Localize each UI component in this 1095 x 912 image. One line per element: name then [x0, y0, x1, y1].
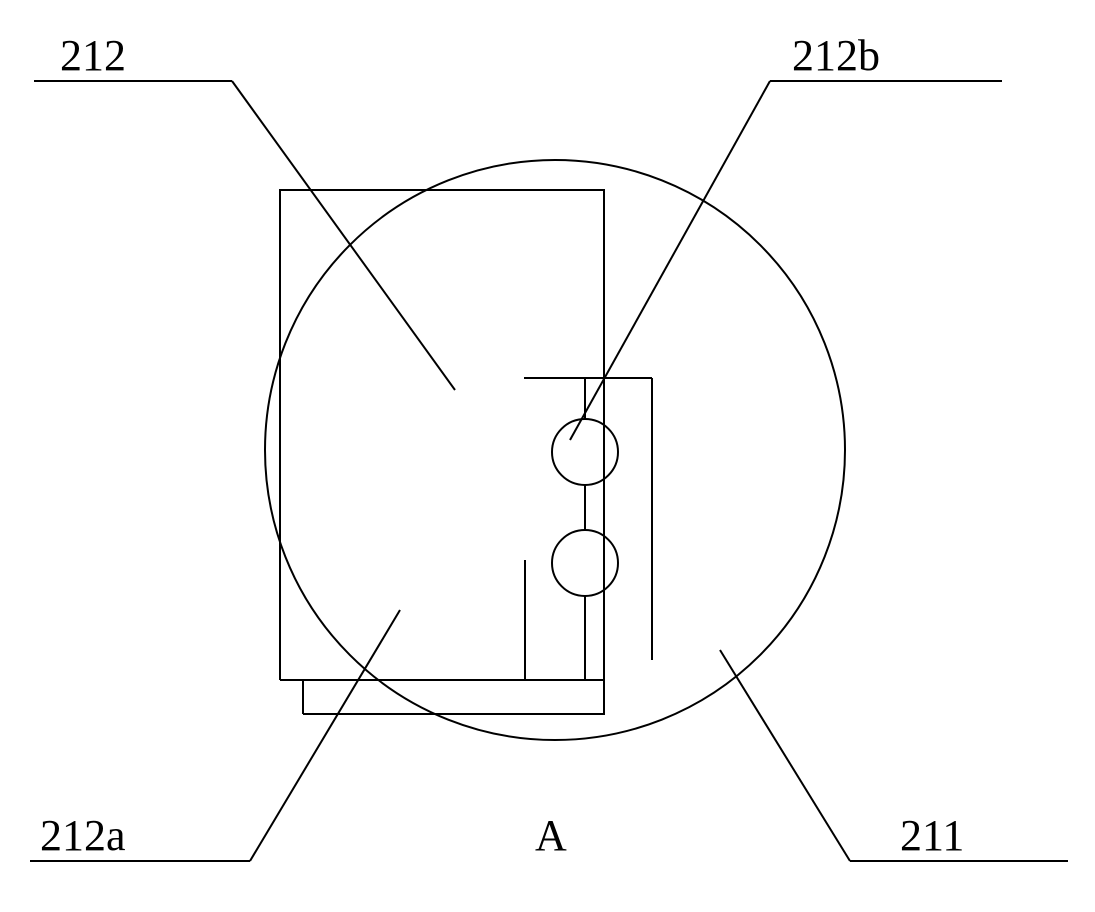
label-L211: 211 — [900, 811, 964, 860]
label-L212b: 212b — [792, 31, 880, 80]
label-L212: 212 — [60, 31, 126, 80]
label-A: A — [535, 811, 567, 860]
label-L212a: 212a — [40, 811, 126, 860]
